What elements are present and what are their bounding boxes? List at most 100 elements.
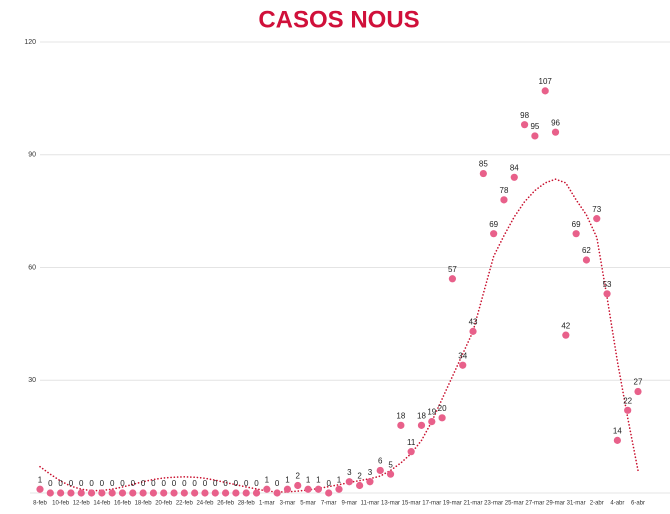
value-label: 22: [623, 396, 632, 405]
data-point: [170, 489, 178, 497]
value-label: 0: [182, 479, 187, 488]
x-tick-label: 20-feb: [155, 501, 173, 507]
data-point: [325, 489, 333, 497]
value-label: 84: [510, 163, 519, 172]
value-label: 0: [141, 479, 146, 488]
data-point: [376, 466, 384, 475]
x-tick-label: 27-mar: [525, 501, 544, 507]
value-label: 62: [582, 246, 591, 255]
value-label: 0: [151, 479, 156, 488]
data-point: [386, 470, 395, 478]
data-point: [551, 128, 560, 136]
data-point: [634, 387, 642, 396]
data-point: [314, 485, 322, 493]
y-tick-label: 120: [24, 39, 36, 46]
data-point: [520, 121, 529, 129]
data-point: [242, 489, 250, 497]
value-label: 27: [634, 378, 643, 387]
data-point: [459, 361, 467, 369]
value-label: 0: [89, 479, 94, 488]
data-point: [67, 489, 75, 497]
x-tick-label: 22-feb: [176, 501, 194, 507]
value-label: 18: [417, 411, 426, 420]
data-point: [490, 230, 498, 238]
value-label: 42: [561, 321, 570, 330]
x-tick-label: 26-feb: [217, 501, 235, 507]
value-label: 53: [603, 280, 612, 289]
value-label: 2: [357, 472, 362, 481]
value-label: 0: [213, 479, 218, 488]
trendline: [39, 178, 639, 493]
value-label: 1: [285, 475, 290, 484]
value-label: 69: [489, 220, 498, 229]
data-point: [46, 489, 54, 497]
data-point: [232, 489, 240, 497]
data-point: [129, 489, 137, 497]
value-label: 98: [520, 111, 529, 120]
value-label: 1: [306, 475, 311, 484]
x-tick-label: 4-abr: [610, 501, 624, 507]
data-point: [149, 489, 158, 497]
data-point: [252, 489, 261, 497]
data-point: [624, 406, 632, 414]
value-label: 0: [172, 479, 177, 488]
data-point: [500, 196, 508, 204]
value-label: 43: [469, 318, 478, 327]
value-label: 0: [110, 479, 115, 488]
x-tick-label: 8-feb: [33, 501, 47, 507]
data-point: [366, 478, 374, 486]
x-tick-label: 19-mar: [443, 501, 462, 507]
data-point: [211, 489, 219, 497]
x-tick-label: 16-feb: [114, 501, 132, 507]
value-label: 34: [458, 351, 467, 360]
data-point: [191, 489, 199, 497]
value-label: 0: [203, 479, 208, 488]
value-label: 2: [296, 472, 301, 481]
x-tick-label: 18-feb: [135, 501, 153, 507]
value-label: 73: [592, 205, 601, 214]
x-tick-label: 9-mar: [341, 501, 357, 507]
value-label: 1: [337, 475, 342, 484]
value-label: 20: [438, 404, 447, 413]
data-point: [108, 489, 116, 497]
data-point: [572, 230, 580, 238]
x-tick-label: 31-mar: [567, 501, 586, 507]
x-tick-label: 2-abr: [590, 501, 604, 507]
data-point: [613, 436, 621, 444]
data-point: [283, 485, 292, 493]
value-label: 57: [448, 265, 457, 274]
value-label: 0: [48, 479, 53, 488]
x-tick-label: 24-feb: [196, 501, 214, 507]
data-point: [438, 414, 446, 422]
data-point: [36, 485, 44, 493]
x-tick-label: 23-mar: [484, 501, 503, 507]
value-label: 14: [613, 426, 622, 435]
value-label: 69: [572, 220, 581, 229]
data-point: [417, 421, 426, 429]
data-point: [335, 485, 343, 493]
x-tick-label: 6-abr: [631, 501, 645, 507]
y-tick-label: 60: [28, 264, 36, 271]
data-point: [221, 489, 230, 497]
value-label: 0: [254, 479, 259, 488]
value-label: 18: [396, 411, 405, 420]
data-point: [77, 489, 85, 497]
value-label: 0: [69, 479, 74, 488]
data-point: [304, 485, 312, 493]
y-tick-label: 30: [28, 377, 36, 384]
value-label: 0: [223, 479, 228, 488]
x-tick-label: 5-mar: [300, 501, 316, 507]
data-point: [407, 448, 415, 456]
x-tick-label: 1-mar: [259, 501, 275, 507]
data-point: [118, 489, 127, 497]
data-point: [510, 173, 518, 181]
x-tick-label: 21-mar: [464, 501, 483, 507]
x-tick-label: 17-mar: [422, 501, 441, 507]
value-label: 0: [79, 479, 84, 488]
value-label: 19: [427, 408, 436, 417]
data-point: [180, 489, 188, 497]
data-point: [356, 481, 364, 490]
value-label: 3: [347, 468, 352, 477]
data-point: [531, 132, 539, 140]
